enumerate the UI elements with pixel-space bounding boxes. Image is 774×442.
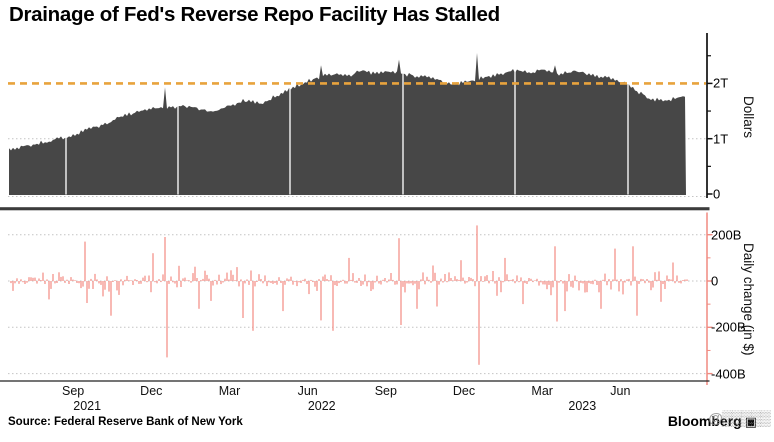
x-axis-year-label: 2023 [568,399,597,413]
top-y-tick-label: 0 [713,186,721,202]
bottom-y-tick-label: -200B [711,319,746,335]
source-caption: Source: Federal Reserve Bank of New York [8,416,243,428]
top-area-series [9,53,686,195]
panel-separator [0,207,710,211]
x-axis-month-label: Dec [452,384,476,398]
bloomberg-logo: Bloomberg ▣ [668,413,757,430]
x-axis-month-label: Sep [374,384,397,398]
x-axis-month-label: Jun [610,384,631,398]
x-axis-month-label: Mar [531,384,553,398]
x-axis-month-label: Jun [297,384,318,398]
bottom-y-tick-label: 200B [711,227,742,243]
top-y-axis-title: Dollars [741,95,756,138]
x-axis-month-label: Mar [218,384,241,398]
chart-title: Drainage of Fed's Reverse Repo Facility … [9,3,500,26]
bottom-y-axis-title: Daily change (in $) [741,242,756,356]
bottom-y-tick-label: 0 [711,273,719,289]
watermark-overlay: @▒▒▒▒▒ [708,410,771,427]
bottom-y-tick-label: -400B [711,366,746,382]
x-axis-year-label: 2022 [307,399,336,413]
bloomberg-mark-icon: ▣ [744,414,757,429]
x-axis-year-label: 2021 [73,399,102,413]
top-y-tick-label: 1T [713,131,729,147]
x-axis-month-label: Dec [140,384,163,398]
top-y-tick-label: 2T [713,75,729,91]
x-axis-month-label: Sep [61,384,85,398]
bloomberg-wordmark: Bloomberg [667,413,742,429]
daily-change-bars [10,225,688,365]
